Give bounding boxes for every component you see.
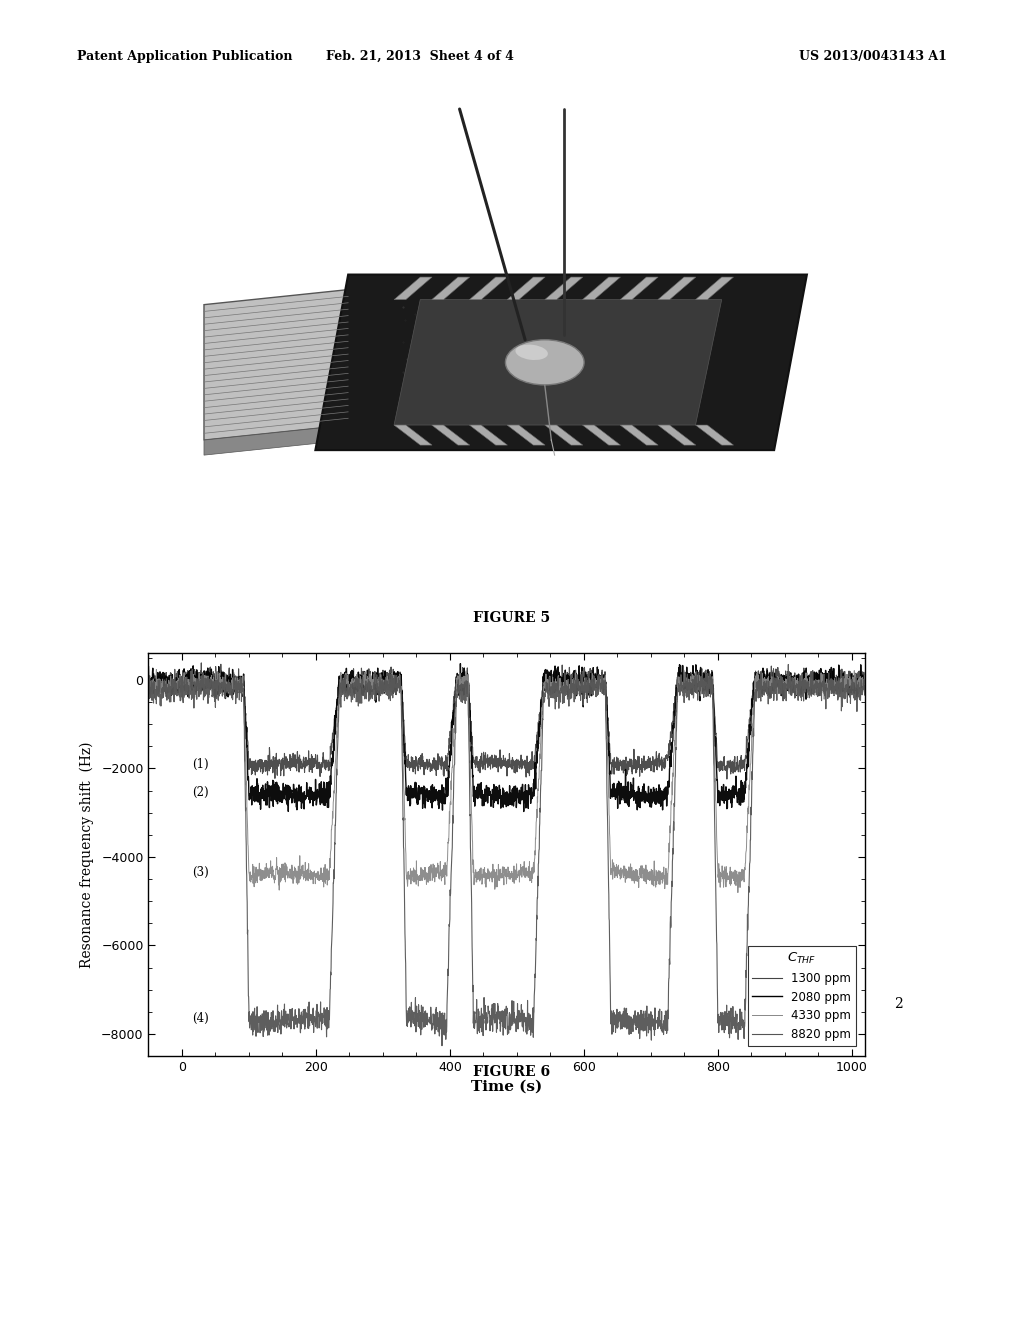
Polygon shape — [432, 277, 470, 300]
Polygon shape — [469, 425, 508, 445]
Text: US 2013/0043143 A1: US 2013/0043143 A1 — [799, 50, 946, 63]
Text: (4): (4) — [193, 1012, 209, 1024]
Ellipse shape — [506, 339, 584, 385]
Polygon shape — [469, 277, 508, 300]
Text: (1): (1) — [193, 758, 209, 771]
Polygon shape — [545, 425, 583, 445]
Polygon shape — [657, 277, 696, 300]
Polygon shape — [695, 425, 733, 445]
Text: Patent Application Publication: Patent Application Publication — [77, 50, 292, 63]
Polygon shape — [695, 277, 733, 300]
Text: FIGURE 5: FIGURE 5 — [473, 611, 551, 626]
Polygon shape — [583, 425, 621, 445]
Text: FIGURE 6: FIGURE 6 — [473, 1065, 551, 1080]
Polygon shape — [657, 425, 696, 445]
Ellipse shape — [515, 345, 548, 360]
Text: (2): (2) — [193, 787, 209, 800]
Polygon shape — [204, 289, 348, 440]
Polygon shape — [204, 425, 348, 455]
Polygon shape — [583, 277, 621, 300]
Polygon shape — [394, 425, 432, 445]
Text: 2: 2 — [894, 997, 903, 1011]
Polygon shape — [507, 277, 545, 300]
Polygon shape — [545, 277, 583, 300]
Polygon shape — [621, 277, 658, 300]
Polygon shape — [621, 425, 658, 445]
Polygon shape — [432, 425, 470, 445]
Y-axis label: Resonance frequency shift  (Hz): Resonance frequency shift (Hz) — [80, 742, 94, 968]
Polygon shape — [315, 275, 807, 450]
Polygon shape — [507, 425, 545, 445]
Legend: 1300 ppm, 2080 ppm, 4330 ppm, 8820 ppm: 1300 ppm, 2080 ppm, 4330 ppm, 8820 ppm — [748, 946, 856, 1045]
Polygon shape — [394, 300, 722, 425]
Text: Feb. 21, 2013  Sheet 4 of 4: Feb. 21, 2013 Sheet 4 of 4 — [326, 50, 514, 63]
Polygon shape — [394, 277, 432, 300]
X-axis label: Time (s): Time (s) — [471, 1080, 543, 1093]
Text: (3): (3) — [193, 866, 209, 879]
